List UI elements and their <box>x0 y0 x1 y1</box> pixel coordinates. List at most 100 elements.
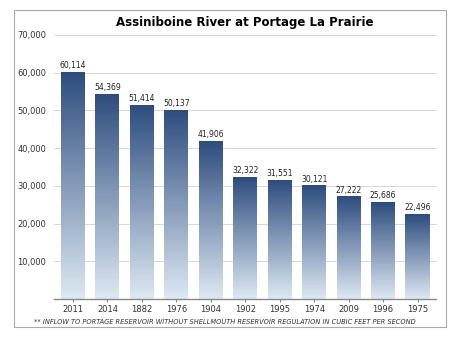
Bar <box>130 270 154 272</box>
Bar <box>61 282 85 285</box>
Bar <box>199 238 223 240</box>
Bar <box>61 240 85 243</box>
Bar <box>164 297 189 299</box>
Bar <box>268 292 292 293</box>
Bar <box>268 201 292 203</box>
Bar <box>371 256 395 257</box>
Bar <box>61 149 85 152</box>
Bar <box>337 276 361 277</box>
Bar <box>268 277 292 278</box>
Text: 60,114: 60,114 <box>60 61 86 70</box>
Bar <box>61 146 85 149</box>
Bar <box>405 231 430 232</box>
Text: 31,551: 31,551 <box>266 169 293 178</box>
Bar <box>95 132 119 135</box>
Bar <box>302 220 326 221</box>
Bar <box>302 285 326 286</box>
Bar <box>61 186 85 189</box>
Bar <box>268 256 292 258</box>
Bar <box>61 288 85 291</box>
Bar <box>61 84 85 86</box>
Bar <box>371 232 395 234</box>
Bar <box>95 220 119 222</box>
Bar <box>371 202 395 204</box>
Bar <box>199 153 223 155</box>
Bar <box>268 271 292 272</box>
Bar <box>371 206 395 207</box>
Text: 54,369: 54,369 <box>94 83 121 92</box>
Bar <box>371 237 395 239</box>
Bar <box>302 211 326 213</box>
Bar <box>371 229 395 230</box>
Bar <box>130 117 154 120</box>
Bar <box>61 75 85 78</box>
Bar <box>233 206 257 208</box>
Text: 25,686: 25,686 <box>370 191 396 200</box>
Bar <box>371 213 395 214</box>
Bar <box>233 189 257 191</box>
Bar <box>371 212 395 213</box>
Bar <box>61 115 85 118</box>
Bar <box>302 198 326 200</box>
Bar <box>371 290 395 291</box>
Bar <box>371 236 395 237</box>
Bar <box>405 251 430 252</box>
Bar <box>405 250 430 251</box>
Bar <box>233 238 257 240</box>
Bar <box>61 194 85 197</box>
Bar <box>130 171 154 173</box>
Bar <box>268 243 292 244</box>
Bar <box>61 251 85 254</box>
Bar <box>95 156 119 158</box>
Bar <box>233 290 257 292</box>
Bar <box>130 105 154 108</box>
Bar <box>95 96 119 99</box>
Bar <box>164 223 189 226</box>
Bar <box>233 247 257 249</box>
Bar <box>268 295 292 296</box>
Bar <box>405 238 430 239</box>
Bar <box>337 204 361 205</box>
Bar <box>268 189 292 190</box>
Bar <box>130 234 154 236</box>
Bar <box>199 295 223 297</box>
Bar <box>61 279 85 282</box>
Bar <box>164 143 189 145</box>
Bar <box>130 268 154 270</box>
Bar <box>164 193 189 195</box>
Bar <box>61 129 85 132</box>
Bar <box>337 230 361 231</box>
Bar <box>337 268 361 270</box>
Bar <box>199 210 223 212</box>
Bar <box>61 140 85 143</box>
Bar <box>130 231 154 234</box>
Bar <box>405 246 430 247</box>
Bar <box>164 167 189 169</box>
Bar <box>164 202 189 205</box>
Bar <box>164 179 189 181</box>
Bar <box>130 158 154 161</box>
Bar <box>337 225 361 226</box>
Bar <box>302 228 326 230</box>
Bar <box>371 262 395 263</box>
Bar <box>233 264 257 266</box>
Bar <box>164 122 189 124</box>
Bar <box>61 197 85 200</box>
Bar <box>164 243 189 245</box>
Bar <box>337 280 361 281</box>
Bar <box>95 297 119 299</box>
Bar <box>405 260 430 261</box>
Bar <box>164 235 189 238</box>
Bar <box>371 287 395 288</box>
Bar <box>130 285 154 287</box>
Bar <box>302 274 326 275</box>
Bar <box>61 291 85 294</box>
Bar <box>268 231 292 232</box>
Bar <box>371 211 395 212</box>
Bar <box>268 195 292 197</box>
Bar <box>302 205 326 207</box>
Bar <box>371 220 395 222</box>
Bar <box>302 242 326 244</box>
Bar <box>95 204 119 207</box>
Bar <box>95 148 119 150</box>
